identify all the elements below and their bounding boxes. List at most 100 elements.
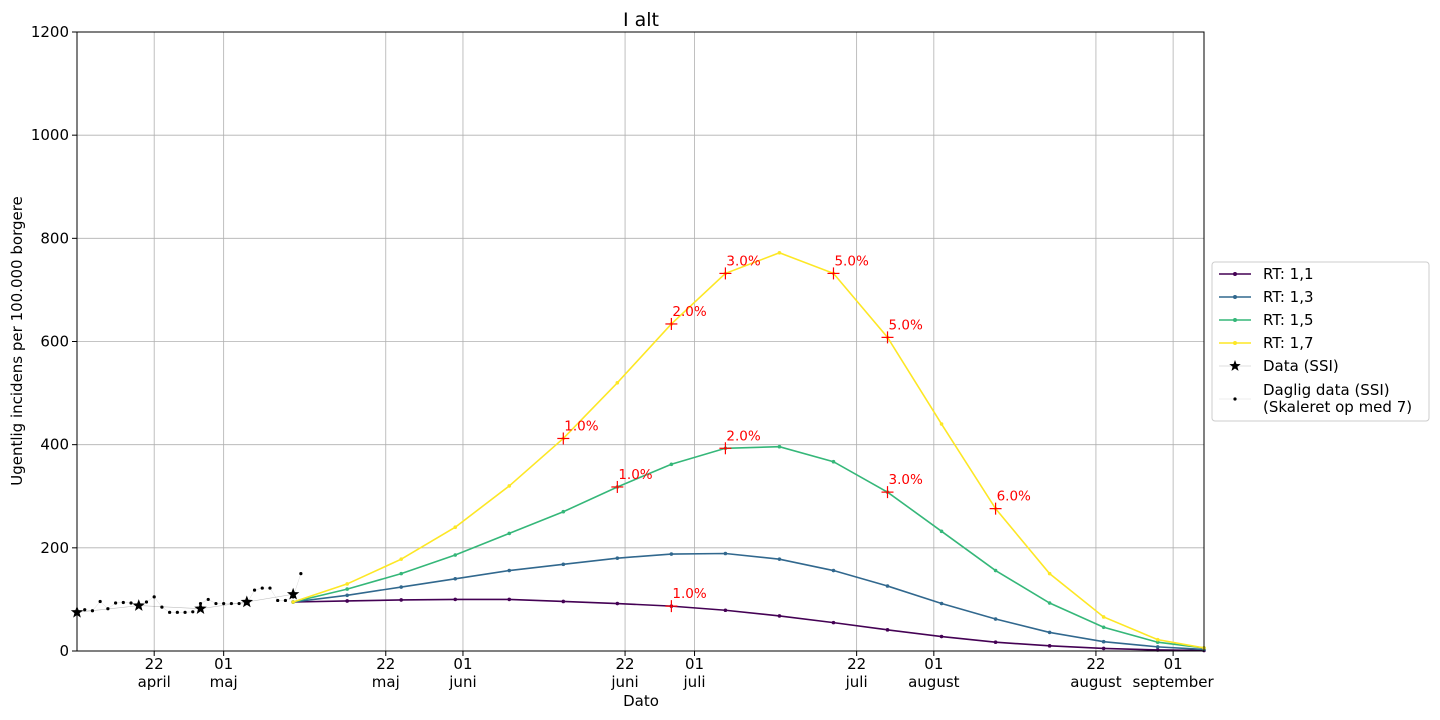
series-point xyxy=(885,628,890,632)
x-tick-month: september xyxy=(1133,673,1215,691)
series-point xyxy=(561,509,566,514)
y-tick-label: 1200 xyxy=(31,23,69,41)
daily-data-point xyxy=(222,601,226,606)
daily-data-point xyxy=(252,588,257,592)
x-tick-day: 01 xyxy=(1164,655,1183,673)
series-line-0 xyxy=(293,598,1205,652)
series-point xyxy=(1101,625,1106,630)
series-point xyxy=(399,557,404,561)
annotation-label: 2.0% xyxy=(672,304,706,320)
series-point xyxy=(777,444,782,449)
x-tick-day: 22 xyxy=(1086,655,1105,673)
x-tick-day: 22 xyxy=(616,655,635,673)
x-tick-month: juli xyxy=(683,673,706,691)
series-point xyxy=(723,608,728,613)
series-point xyxy=(399,571,404,576)
series-point xyxy=(1101,615,1106,619)
daily-data-point xyxy=(113,601,118,605)
x-tick-month: april xyxy=(138,673,171,691)
legend-label: Daglig data (SSI) xyxy=(1263,381,1390,399)
x-tick-day: 22 xyxy=(376,655,395,673)
annotation-label: 6.0% xyxy=(997,489,1031,505)
x-tick-day: 22 xyxy=(145,655,164,673)
legend-label: RT: 1,3 xyxy=(1263,288,1314,306)
ssi-data-star xyxy=(194,602,207,614)
legend-star xyxy=(1229,360,1241,371)
series-point xyxy=(453,597,458,602)
series-layer xyxy=(291,250,1206,653)
daily-data-point xyxy=(152,595,156,599)
daily-data-point xyxy=(83,608,87,612)
legend-frame xyxy=(1211,261,1430,422)
series-line-2 xyxy=(292,445,1205,649)
series-point xyxy=(453,576,458,581)
x-tick-month: juli xyxy=(845,673,868,691)
x-axis-label: Dato xyxy=(623,692,659,710)
series-point xyxy=(669,552,674,556)
series-point xyxy=(1101,646,1106,651)
annotation-label: 3.0% xyxy=(726,253,760,269)
daily-data-point xyxy=(121,600,125,605)
daily-data-point xyxy=(299,572,303,576)
series-point xyxy=(1047,601,1052,605)
x-tick-day: 01 xyxy=(685,655,704,673)
series-point xyxy=(291,600,295,604)
series-line-3 xyxy=(292,251,1205,649)
series-point xyxy=(993,640,998,645)
series-point xyxy=(453,553,458,557)
legend-label: RT: 1,7 xyxy=(1263,334,1314,352)
y-axis-label: Ugentlig incidens per 100.000 borgere xyxy=(8,196,26,486)
series-point xyxy=(1047,630,1052,635)
daily-data-point xyxy=(237,601,241,606)
y-axis-ticks: 0 200 400 600 800 1000 1200 xyxy=(31,23,77,660)
legend-marker xyxy=(1233,272,1237,276)
daily-data-point xyxy=(183,610,187,614)
y-tick-label: 400 xyxy=(40,436,69,454)
annotation-layer: 1.0% 1.0% 2.0% 3.0% 1.0% 2.0% 3.0% 5.0% 5.0% 6.0% xyxy=(557,253,1031,613)
series-point xyxy=(345,593,349,598)
series-point xyxy=(399,598,404,602)
series-point xyxy=(939,601,944,606)
ssi-data-star xyxy=(286,587,300,600)
daily-data-point xyxy=(276,598,280,603)
chart-title: I alt xyxy=(623,9,659,31)
series-point xyxy=(507,568,512,573)
legend-label: RT: 1,1 xyxy=(1263,265,1314,283)
series-point xyxy=(345,587,349,591)
series-point xyxy=(831,459,836,464)
daily-data-point xyxy=(175,610,179,614)
x-tick-month: maj xyxy=(372,673,400,691)
series-point xyxy=(723,551,728,556)
y-tick-label: 1000 xyxy=(31,126,69,144)
daily-data-point xyxy=(168,610,172,614)
series-point xyxy=(615,380,620,385)
daily-data-point xyxy=(90,609,95,613)
annotation-label: 5.0% xyxy=(834,253,868,269)
series-point xyxy=(939,422,944,426)
annotation-label: 1.0% xyxy=(618,467,652,483)
x-tick-month: august xyxy=(908,673,960,691)
ssi-data-star xyxy=(132,599,145,611)
series-point xyxy=(453,525,458,529)
series-point xyxy=(939,529,944,534)
legend-marker xyxy=(1233,341,1237,345)
annotation-label: 1.0% xyxy=(672,586,706,602)
legend-dot xyxy=(1233,397,1237,401)
series-point xyxy=(615,556,620,560)
daily-data-point xyxy=(129,601,133,605)
grid-lines xyxy=(77,31,1204,652)
y-tick-label: 0 xyxy=(59,642,69,660)
series-point xyxy=(1101,639,1106,644)
series-point xyxy=(507,531,512,536)
y-tick-label: 600 xyxy=(40,333,69,351)
series-point xyxy=(345,582,349,586)
ssi-data-line xyxy=(76,593,294,613)
x-tick-month: juni xyxy=(610,673,638,691)
annotation-label: 5.0% xyxy=(889,317,923,333)
x-tick-month: maj xyxy=(210,673,238,691)
series-point xyxy=(993,568,998,573)
daily-data-point xyxy=(268,586,272,590)
series-point xyxy=(1047,571,1052,576)
x-axis-ticks: 22april01maj22maj01juni22juni01juli22jul… xyxy=(138,651,1215,691)
